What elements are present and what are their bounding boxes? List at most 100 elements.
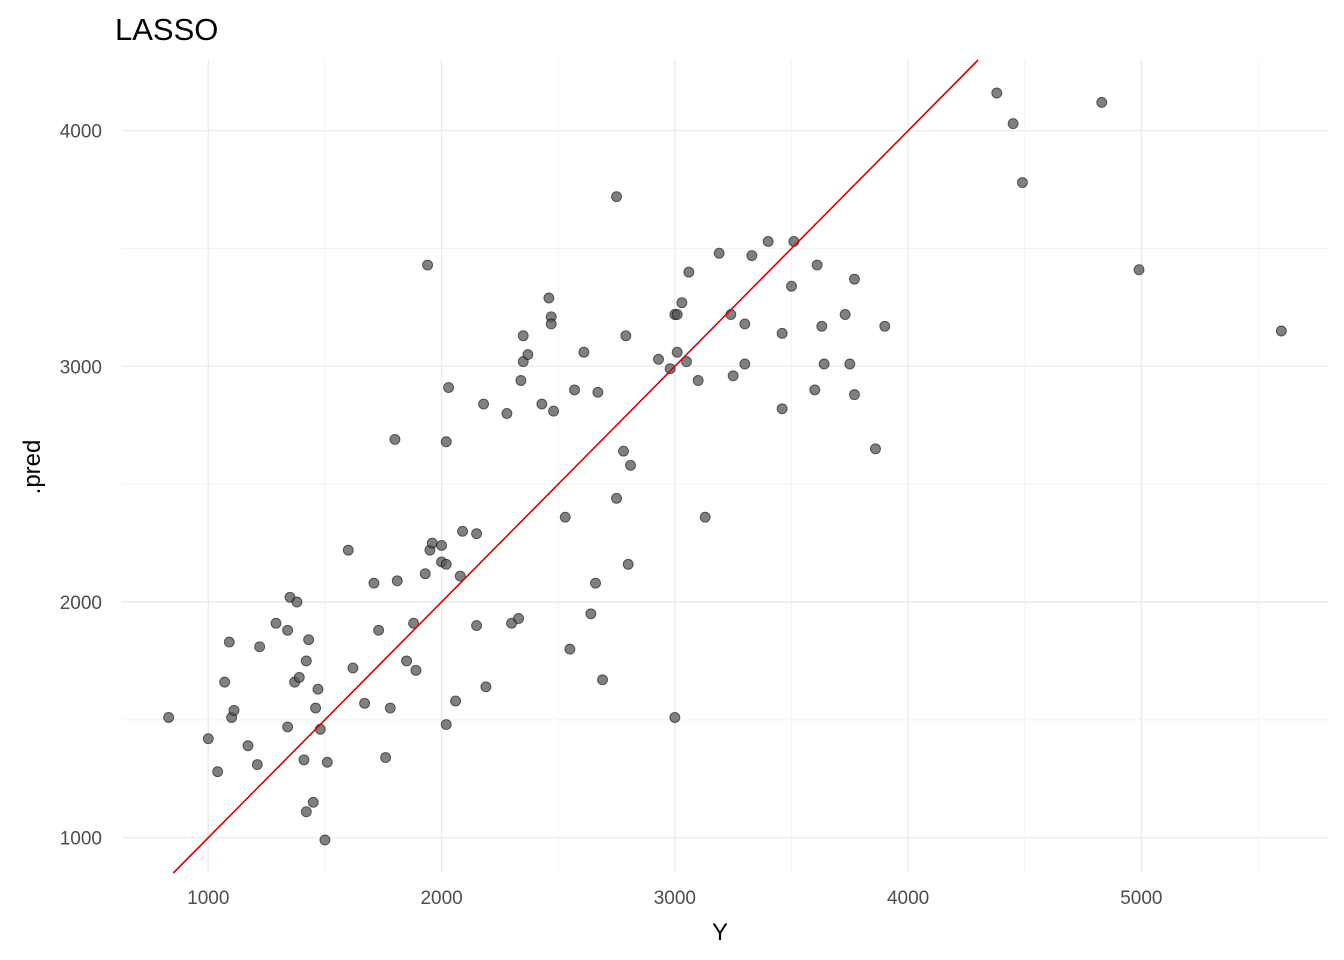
- data-point: [991, 87, 1003, 99]
- data-point: [373, 624, 385, 636]
- data-point: [389, 433, 401, 445]
- x-tick-label: 2000: [420, 888, 462, 909]
- data-points: [163, 87, 1287, 846]
- data-point: [739, 318, 751, 330]
- data-point: [319, 834, 331, 846]
- data-point: [1275, 325, 1287, 337]
- x-axis-ticks: 1000 2000 3000 4000 5000: [187, 888, 1162, 909]
- data-point: [321, 756, 333, 768]
- data-point: [298, 754, 310, 766]
- data-point: [585, 608, 597, 620]
- data-point: [219, 676, 231, 688]
- data-point: [251, 759, 263, 771]
- data-point: [426, 537, 438, 549]
- data-point: [310, 702, 322, 714]
- data-point: [590, 577, 601, 589]
- data-point: [478, 398, 490, 410]
- data-point: [559, 511, 571, 523]
- data-point: [809, 384, 821, 396]
- data-point: [303, 634, 315, 646]
- data-point: [293, 671, 305, 683]
- data-point: [359, 697, 371, 709]
- data-point: [597, 674, 608, 686]
- data-point: [300, 655, 312, 667]
- x-tick-label: 1000: [187, 888, 229, 909]
- data-point: [762, 235, 774, 247]
- x-tick-label: 5000: [1120, 888, 1162, 909]
- reference-line-group: [172, 59, 979, 874]
- data-point: [746, 250, 758, 262]
- data-point: [517, 330, 529, 342]
- y-tick-label: 1000: [60, 829, 102, 850]
- data-point: [440, 558, 452, 570]
- data-point: [592, 386, 604, 398]
- data-point: [436, 539, 448, 551]
- data-point: [620, 330, 632, 342]
- data-point: [653, 353, 664, 365]
- identity-reference-line: [172, 59, 979, 874]
- data-point: [692, 375, 704, 386]
- chart-title: LASSO: [115, 12, 218, 47]
- data-point: [844, 358, 856, 370]
- data-point: [282, 624, 294, 636]
- data-point: [419, 568, 431, 580]
- data-point: [223, 636, 235, 648]
- data-point: [513, 613, 525, 624]
- data-point: [611, 492, 622, 504]
- data-point: [811, 259, 823, 271]
- data-point: [450, 695, 462, 707]
- minor-gridlines: [122, 60, 1328, 873]
- data-point: [1133, 264, 1145, 276]
- data-point: [410, 664, 422, 676]
- data-point: [543, 292, 555, 304]
- data-point: [391, 575, 403, 587]
- major-gridlines: [122, 60, 1328, 873]
- data-point: [676, 297, 688, 309]
- data-point: [228, 704, 240, 716]
- data-point: [849, 273, 860, 285]
- data-point: [242, 740, 254, 752]
- data-point: [300, 806, 312, 818]
- data-point: [254, 641, 266, 653]
- data-point: [699, 511, 711, 523]
- data-point: [270, 617, 282, 629]
- x-axis-label: Y: [712, 919, 728, 946]
- data-point: [776, 327, 788, 339]
- data-point: [212, 766, 224, 778]
- y-axis-ticks: 1000 2000 3000 4000: [60, 122, 102, 850]
- data-point: [683, 266, 695, 278]
- data-point: [611, 191, 622, 203]
- data-point: [522, 349, 534, 361]
- y-tick-label: 4000: [60, 122, 102, 143]
- data-point: [515, 375, 527, 386]
- data-point: [671, 309, 683, 320]
- x-tick-label: 4000: [887, 888, 929, 909]
- data-point: [816, 320, 828, 332]
- y-tick-label: 3000: [60, 357, 102, 378]
- data-point: [454, 570, 466, 582]
- data-point: [879, 320, 891, 332]
- data-point: [501, 408, 513, 419]
- data-point: [727, 370, 739, 382]
- data-point: [1096, 96, 1108, 108]
- data-point: [569, 384, 580, 396]
- data-point: [664, 363, 676, 375]
- data-point: [545, 318, 557, 330]
- data-point: [548, 405, 559, 417]
- data-point: [401, 655, 413, 667]
- data-point: [422, 259, 434, 271]
- data-point: [282, 721, 294, 733]
- y-axis-label: .pred: [19, 440, 46, 495]
- data-point: [384, 702, 396, 714]
- data-point: [440, 719, 452, 730]
- data-point: [1007, 118, 1019, 130]
- data-point: [849, 389, 860, 401]
- data-point: [347, 662, 359, 674]
- data-point: [314, 723, 326, 735]
- data-point: [480, 681, 492, 693]
- data-point: [788, 235, 800, 247]
- data-point: [471, 528, 483, 540]
- data-point: [443, 382, 455, 394]
